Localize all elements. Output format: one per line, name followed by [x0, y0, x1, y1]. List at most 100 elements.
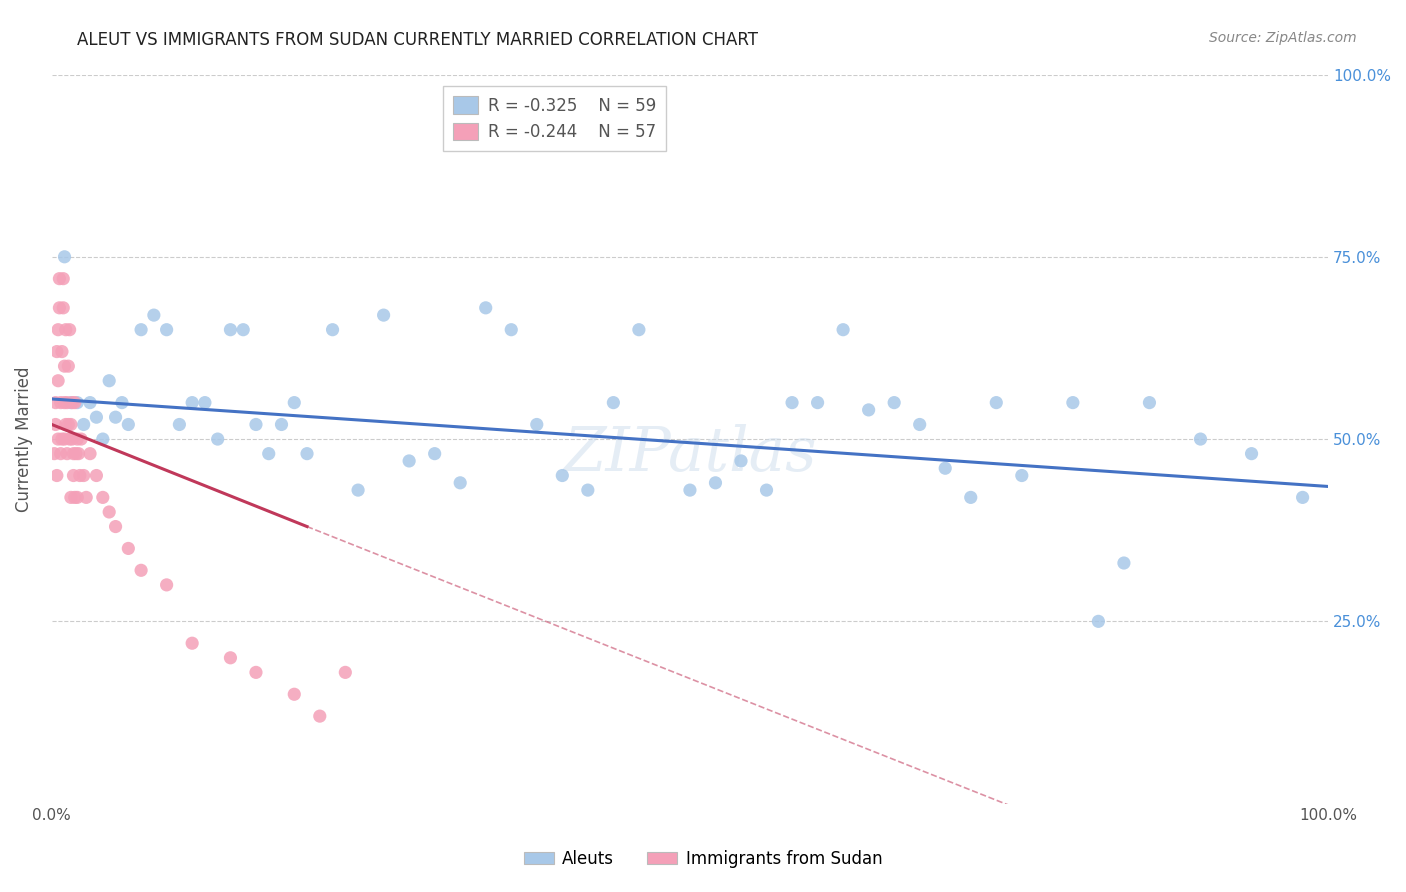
Point	[194, 395, 217, 409]
Point	[270, 417, 292, 432]
Point	[730, 454, 752, 468]
Point	[117, 541, 139, 556]
Point	[58, 417, 80, 432]
Point	[63, 395, 86, 409]
Point	[602, 395, 624, 409]
Point	[53, 250, 76, 264]
Point	[156, 578, 179, 592]
Point	[60, 432, 83, 446]
Point	[48, 271, 70, 285]
Point	[69, 468, 91, 483]
Point	[55, 323, 77, 337]
Point	[679, 483, 702, 497]
Point	[63, 491, 86, 505]
Point	[75, 491, 97, 505]
Point	[48, 301, 70, 315]
Point	[98, 505, 121, 519]
Point	[60, 395, 83, 409]
Point	[129, 563, 152, 577]
Point	[780, 395, 803, 409]
Point	[219, 650, 242, 665]
Point	[526, 417, 548, 432]
Point	[59, 417, 82, 432]
Point	[704, 475, 727, 490]
Point	[67, 447, 90, 461]
Point	[104, 410, 127, 425]
Point	[56, 395, 79, 409]
Point	[156, 323, 179, 337]
Point	[142, 308, 165, 322]
Point	[56, 447, 79, 461]
Point	[52, 301, 75, 315]
Point	[79, 395, 101, 409]
Point	[62, 468, 84, 483]
Point	[335, 665, 357, 680]
Point	[181, 395, 204, 409]
Point	[1189, 432, 1212, 446]
Point	[59, 395, 82, 409]
Point	[755, 483, 778, 497]
Point	[65, 447, 87, 461]
Point	[49, 395, 72, 409]
Point	[257, 447, 280, 461]
Point	[347, 483, 370, 497]
Point	[51, 432, 73, 446]
Legend: R = -0.325    N = 59, R = -0.244    N = 57: R = -0.325 N = 59, R = -0.244 N = 57	[443, 87, 666, 151]
Point	[46, 323, 69, 337]
Point	[295, 447, 318, 461]
Point	[91, 491, 114, 505]
Point	[73, 468, 96, 483]
Point	[627, 323, 650, 337]
Point	[959, 491, 981, 505]
Point	[908, 417, 931, 432]
Point	[44, 447, 66, 461]
Text: ALEUT VS IMMIGRANTS FROM SUDAN CURRENTLY MARRIED CORRELATION CHART: ALEUT VS IMMIGRANTS FROM SUDAN CURRENTLY…	[77, 31, 758, 49]
Point	[1112, 556, 1135, 570]
Text: Source: ZipAtlas.com: Source: ZipAtlas.com	[1209, 31, 1357, 45]
Point	[45, 344, 67, 359]
Text: ZIPatlas: ZIPatlas	[564, 424, 817, 483]
Point	[169, 417, 191, 432]
Point	[373, 308, 395, 322]
Point	[423, 447, 446, 461]
Point	[66, 491, 89, 505]
Point	[219, 323, 242, 337]
Point	[576, 483, 599, 497]
Point	[86, 468, 108, 483]
Point	[474, 301, 496, 315]
Point	[1291, 491, 1313, 505]
Point	[1087, 615, 1109, 629]
Point	[66, 395, 89, 409]
Point	[986, 395, 1008, 409]
Point	[45, 417, 67, 432]
Point	[129, 323, 152, 337]
Point	[59, 323, 82, 337]
Point	[86, 410, 108, 425]
Point	[46, 374, 69, 388]
Point	[59, 432, 82, 446]
Point	[53, 359, 76, 373]
Point	[117, 417, 139, 432]
Point	[934, 461, 956, 475]
Point	[98, 374, 121, 388]
Point	[232, 323, 254, 337]
Point	[283, 395, 305, 409]
Point	[66, 432, 89, 446]
Point	[46, 432, 69, 446]
Point	[45, 395, 67, 409]
Point	[322, 323, 344, 337]
Point	[1062, 395, 1084, 409]
Point	[104, 519, 127, 533]
Point	[53, 432, 76, 446]
Point	[73, 417, 96, 432]
Point	[53, 395, 76, 409]
Point	[62, 447, 84, 461]
Point	[883, 395, 905, 409]
Point	[111, 395, 134, 409]
Point	[59, 491, 82, 505]
Point	[806, 395, 828, 409]
Point	[832, 323, 855, 337]
Point	[49, 447, 72, 461]
Point	[1139, 395, 1161, 409]
Point	[79, 447, 101, 461]
